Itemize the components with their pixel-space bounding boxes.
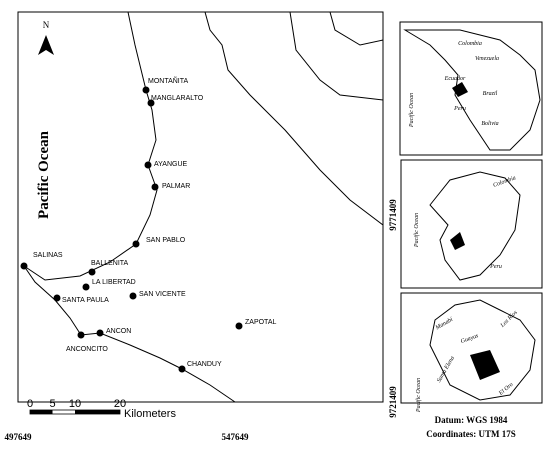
place-label: MANGLARALTO	[151, 95, 204, 102]
places: MONTAÑITA MANGLARALTO AYANGUE PALMAR SAN PAB…	[20, 76, 276, 373]
coordinate-system: Coordinates: UTM 17S	[426, 429, 516, 439]
inset-highlight	[450, 232, 465, 250]
place-label: SALINAS	[33, 252, 63, 259]
scale-tick-label: 20	[114, 398, 126, 410]
place-marker	[20, 262, 28, 270]
scale-segment	[30, 410, 53, 414]
province-boundary	[329, 11, 384, 46]
inset-label: Peru	[453, 106, 466, 112]
coastline	[23, 11, 236, 403]
y-coordinate: 9771409	[388, 199, 398, 231]
province-boundary	[289, 11, 384, 101]
inset-label: Pacific Ocean	[413, 213, 420, 248]
inset-label: Bolivia	[481, 121, 498, 127]
scale-tick-label: 0	[27, 398, 33, 410]
place-marker	[132, 240, 140, 248]
place-marker	[142, 86, 150, 94]
inset-frame	[399, 21, 543, 156]
place-marker	[151, 183, 159, 191]
scale-unit: Kilometers	[124, 408, 176, 420]
place-marker	[82, 283, 90, 291]
inset-highlight	[470, 350, 500, 380]
scale-tick-label: 5	[49, 398, 55, 410]
place-label: BALLENITA	[91, 260, 129, 267]
main-frame	[17, 11, 384, 403]
place-label: SAN PABLO	[146, 237, 186, 244]
inset-land	[429, 299, 536, 401]
place-marker	[147, 99, 155, 107]
datum: Datum: WGS 1984	[435, 415, 508, 425]
place-marker	[96, 329, 104, 337]
place-label: SAN VICENTE	[139, 291, 186, 298]
place-label: LA LIBERTAD	[92, 279, 136, 286]
scale-tick-label: 10	[69, 398, 81, 410]
ocean-label: Pacific Ocean	[36, 130, 52, 219]
inset-label: Brazil	[483, 91, 498, 97]
inset-label: Venezuela	[475, 56, 499, 62]
place-label: MONTAÑITA	[148, 76, 189, 85]
inset-land	[403, 29, 541, 151]
place-label: ANCONCITO	[66, 346, 108, 353]
place-label: AYANGUE	[154, 161, 188, 168]
y-coordinate: 9721409	[388, 386, 398, 418]
inset-frame	[400, 292, 543, 404]
north-arrow	[38, 35, 54, 55]
place-marker	[144, 161, 152, 169]
inset-frame	[400, 159, 543, 289]
place-label: CHANDUY	[187, 361, 222, 368]
place-marker	[53, 294, 61, 302]
place-marker	[129, 292, 137, 300]
inset-label: Ecuador	[444, 76, 466, 82]
inset-label: Colombia	[458, 41, 482, 47]
inset-label: Pacific Ocean	[408, 93, 415, 128]
inset-label: Pacific Ocean	[415, 378, 422, 413]
inset-label: Peru	[489, 264, 502, 270]
place-marker	[77, 331, 85, 339]
place-marker	[88, 268, 96, 276]
place-marker	[235, 322, 243, 330]
place-label: PALMAR	[162, 183, 190, 190]
province-boundary	[204, 11, 384, 226]
inset-highlight	[452, 82, 468, 97]
place-label: ANCON	[106, 328, 131, 335]
x-coordinate: 497649	[5, 432, 33, 442]
place-label: SANTA PAULA	[62, 297, 109, 304]
place-marker	[178, 365, 186, 373]
inset-land	[429, 171, 521, 281]
north-label: N	[43, 20, 50, 30]
place-label: ZAPOTAL	[245, 319, 276, 326]
scale-segment	[75, 410, 120, 414]
x-coordinate: 547649	[222, 432, 250, 442]
